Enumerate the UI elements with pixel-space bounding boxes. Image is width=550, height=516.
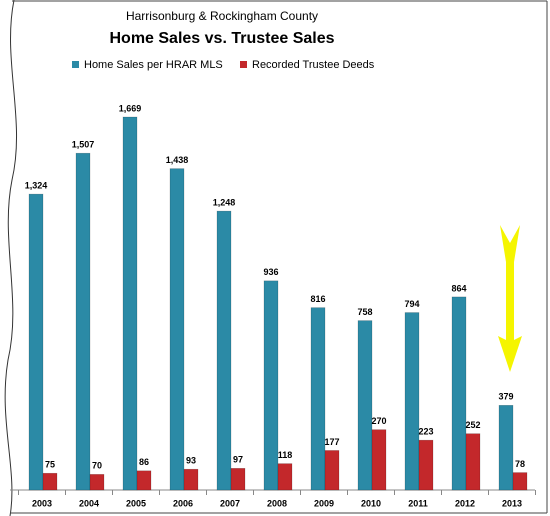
value-label: 936 (263, 267, 278, 277)
bar (277, 463, 293, 491)
torn-edge (4, 0, 17, 516)
bar (216, 210, 232, 491)
bar (263, 280, 279, 491)
x-tick-label: 2005 (126, 498, 146, 508)
arrow (498, 225, 522, 372)
bar (42, 472, 58, 491)
x-tick-label: 2010 (361, 498, 381, 508)
bar (136, 470, 152, 491)
legend-swatch (72, 61, 79, 68)
value-label: 816 (310, 294, 325, 304)
bar (324, 450, 340, 491)
bar (498, 404, 514, 491)
value-label: 177 (324, 437, 339, 447)
value-label: 1,507 (72, 140, 95, 150)
value-label: 758 (357, 307, 372, 317)
bar (357, 320, 373, 491)
bar (75, 152, 91, 491)
x-tick-label: 2012 (455, 498, 475, 508)
chart-subtitle: Harrisonburg & Rockingham County (126, 9, 318, 23)
value-label: 794 (404, 299, 419, 309)
value-label: 1,248 (213, 197, 236, 207)
bar (418, 439, 434, 491)
value-label: 1,438 (166, 155, 189, 165)
value-label: 864 (451, 283, 466, 293)
bar (28, 193, 44, 491)
x-tick-label: 2013 (502, 498, 522, 508)
legend-label: Recorded Trustee Deeds (252, 59, 375, 71)
value-label: 93 (186, 456, 196, 466)
bar (183, 468, 199, 491)
bar (404, 312, 420, 491)
value-label: 1,324 (25, 180, 48, 190)
x-tick-label: 2003 (32, 498, 52, 508)
chart-title: Home Sales vs. Trustee Sales (109, 30, 334, 47)
bar (451, 296, 467, 491)
x-tick-label: 2006 (173, 498, 193, 508)
bar (465, 433, 481, 491)
bar (310, 307, 326, 491)
value-label: 70 (92, 461, 102, 471)
value-label: 86 (139, 457, 149, 467)
value-label: 78 (515, 459, 525, 469)
value-label: 75 (45, 460, 55, 470)
x-tick-label: 2011 (408, 498, 428, 508)
bar (89, 474, 105, 491)
value-label: 223 (418, 427, 433, 437)
value-label: 118 (278, 450, 293, 460)
value-label: 270 (371, 416, 386, 426)
value-label: 1,669 (119, 103, 142, 113)
bar (371, 429, 387, 491)
x-tick-label: 2004 (79, 498, 99, 508)
bar (230, 468, 246, 491)
bar (122, 116, 138, 491)
x-tick-label: 2009 (314, 498, 334, 508)
legend-label: Home Sales per HRAR MLS (84, 59, 223, 71)
x-tick-label: 2007 (220, 498, 240, 508)
value-label: 379 (498, 392, 513, 402)
bar (169, 168, 185, 491)
value-label: 97 (233, 455, 243, 465)
bar (512, 472, 528, 491)
value-label: 252 (465, 420, 480, 430)
x-tick-label: 2008 (267, 498, 287, 508)
legend-swatch (240, 61, 247, 68)
